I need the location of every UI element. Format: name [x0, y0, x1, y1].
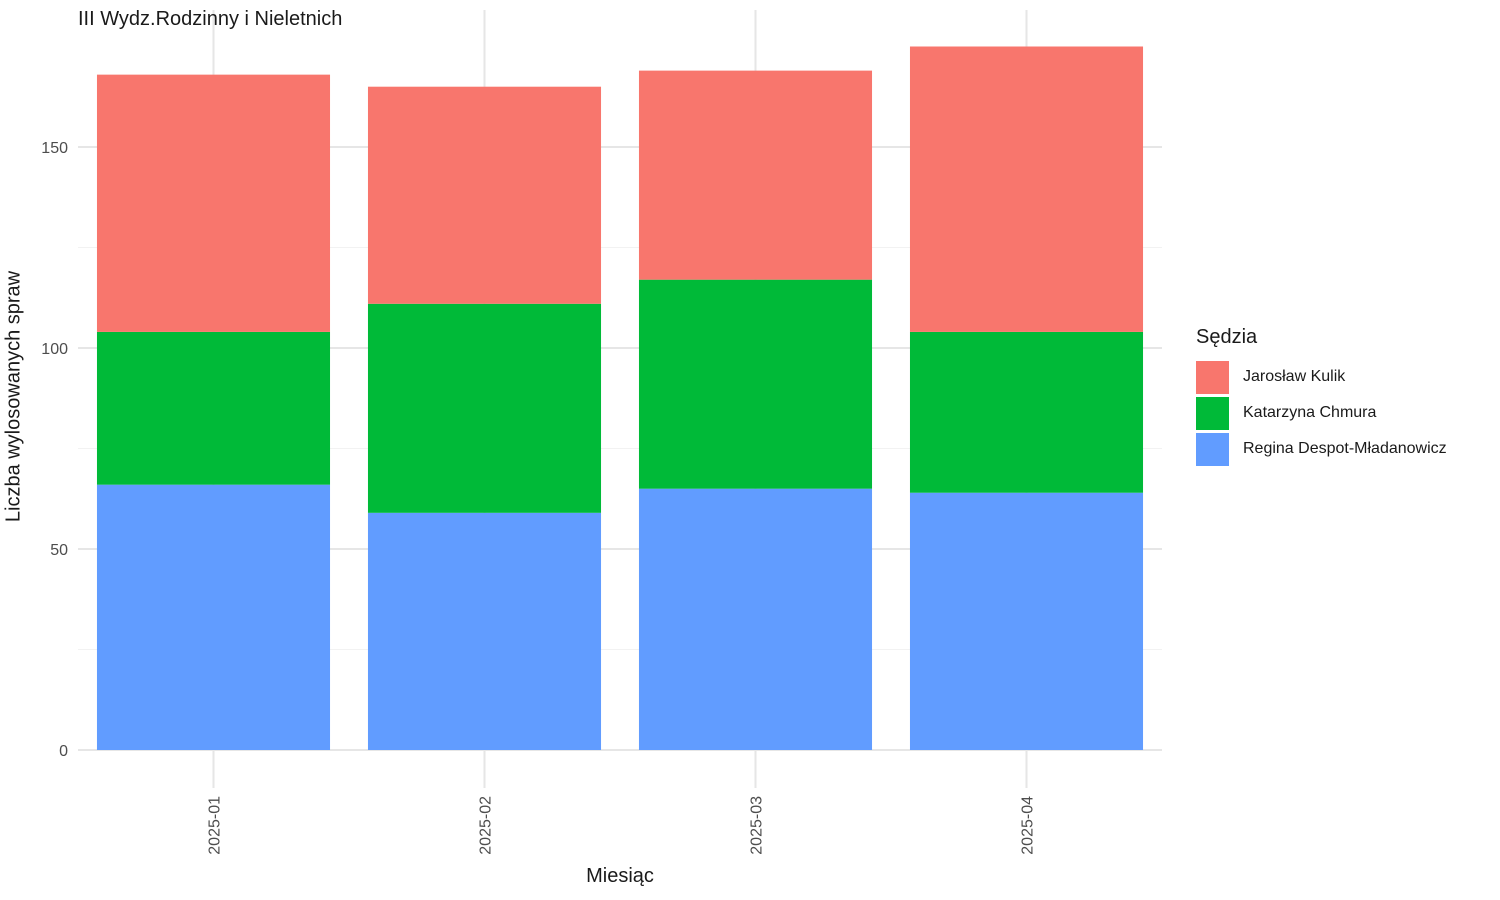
legend-item: Regina Despot-Mładanowicz	[1196, 431, 1447, 467]
legend-item: Jarosław Kulik	[1196, 359, 1447, 395]
legend-swatch	[1196, 396, 1229, 430]
bar-segment	[638, 70, 873, 280]
bar-segment	[367, 512, 602, 750]
y-tick-label: 50	[50, 542, 68, 559]
x-tick-label: 2025-03	[749, 796, 766, 855]
x-tick-label: 2025-04	[1020, 796, 1037, 855]
legend-swatch	[1196, 360, 1229, 394]
y-tick-label: 150	[41, 140, 68, 157]
legend-item: Katarzyna Chmura	[1196, 395, 1447, 431]
bar-segment	[96, 331, 331, 485]
y-axis-label: Liczba wylosowanych spraw	[2, 270, 25, 523]
legend: Sędzia Jarosław Kulik Katarzyna Chmura Reg…	[1196, 326, 1447, 467]
bar-segment	[367, 86, 602, 304]
legend-title: Sędzia	[1196, 326, 1258, 348]
y-tick-label: 100	[41, 341, 68, 358]
bar-segment	[909, 46, 1144, 332]
x-tick-label: 2025-02	[478, 796, 495, 855]
bar-segment	[909, 331, 1144, 493]
legend-label: Jarosław Kulik	[1243, 368, 1346, 385]
legend-label: Katarzyna Chmura	[1243, 404, 1377, 421]
bars	[96, 46, 1144, 750]
chart-title: III Wydz.Rodzinny i Nieletnich	[78, 8, 343, 30]
bar-segment	[909, 492, 1144, 750]
legend-label: Regina Despot-Mładanowicz	[1243, 440, 1447, 457]
x-tick-label: 2025-01	[207, 796, 224, 855]
y-tick-label: 0	[59, 743, 68, 760]
axis-ticks: 0 50 100 150 2025-01 2025-02 2025-03 2025-04	[41, 140, 1036, 855]
legend-items: Jarosław Kulik Katarzyna Chmura Regina Des…	[1196, 359, 1447, 467]
bar-segment	[367, 303, 602, 513]
x-axis-label: Miesiąc	[586, 865, 654, 887]
bar-segment	[638, 279, 873, 489]
bar-segment	[96, 74, 331, 332]
bar-segment	[96, 484, 331, 750]
bar-segment	[638, 488, 873, 750]
legend-swatch	[1196, 432, 1229, 466]
